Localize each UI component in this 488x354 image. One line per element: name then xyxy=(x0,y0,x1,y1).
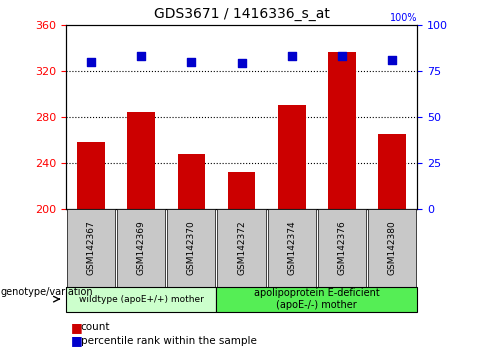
Text: percentile rank within the sample: percentile rank within the sample xyxy=(81,336,256,346)
Point xyxy=(137,53,145,59)
Text: ■: ■ xyxy=(71,334,82,347)
Bar xyxy=(127,112,155,209)
Text: apolipoprotein E-deficient
(apoE-/-) mother: apolipoprotein E-deficient (apoE-/-) mot… xyxy=(254,288,380,310)
Text: GSM142370: GSM142370 xyxy=(187,221,196,275)
Text: GSM142374: GSM142374 xyxy=(287,221,296,275)
Bar xyxy=(178,154,205,209)
Bar xyxy=(378,134,406,209)
Text: ■: ■ xyxy=(71,321,82,334)
Text: GSM142372: GSM142372 xyxy=(237,221,246,275)
Point xyxy=(338,53,346,59)
Point xyxy=(388,57,396,63)
Point xyxy=(288,53,296,59)
Text: count: count xyxy=(81,322,110,332)
Text: GSM142367: GSM142367 xyxy=(86,221,96,275)
Text: genotype/variation: genotype/variation xyxy=(0,287,93,297)
Point xyxy=(87,59,95,64)
Text: GSM142369: GSM142369 xyxy=(137,221,146,275)
Point xyxy=(187,59,195,64)
Bar xyxy=(77,142,105,209)
Point xyxy=(238,61,245,66)
Bar xyxy=(228,172,255,209)
Bar xyxy=(328,52,356,209)
Text: GSM142380: GSM142380 xyxy=(387,221,397,275)
Text: GSM142376: GSM142376 xyxy=(337,221,346,275)
Text: wildtype (apoE+/+) mother: wildtype (apoE+/+) mother xyxy=(79,295,203,304)
Title: GDS3671 / 1416336_s_at: GDS3671 / 1416336_s_at xyxy=(154,7,329,21)
Bar xyxy=(278,105,305,209)
Text: 100%: 100% xyxy=(390,13,417,23)
